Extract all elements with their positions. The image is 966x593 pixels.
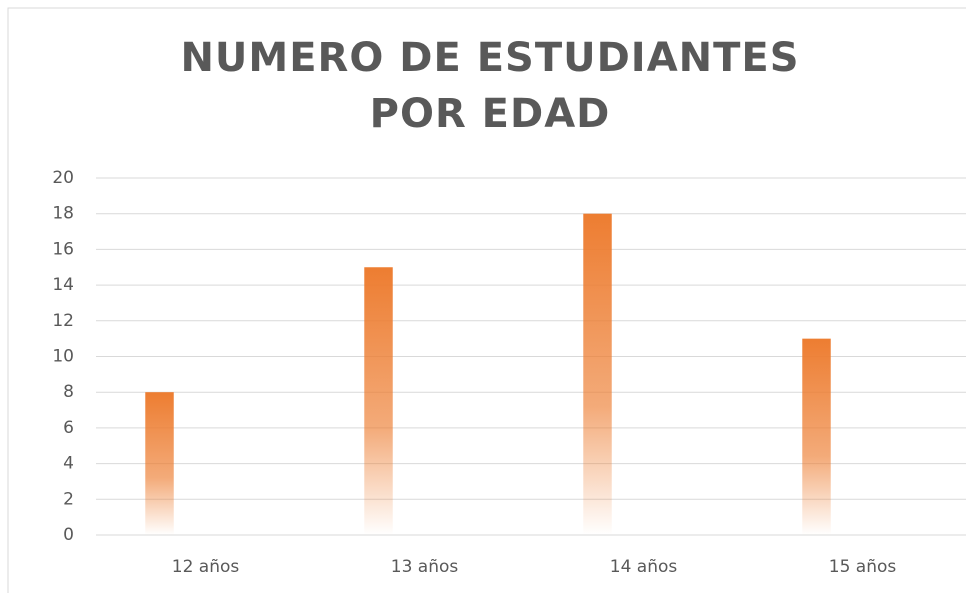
chart-border [7, 7, 966, 593]
y-tick-label: 2 [63, 489, 74, 509]
x-tick-label: 12 años [172, 557, 240, 577]
y-tick-label: 4 [63, 454, 74, 474]
x-tick-label: 15 años [829, 557, 897, 577]
y-tick-label: 18 [52, 204, 74, 224]
bar [583, 213, 612, 535]
y-tick-label: 0 [63, 525, 74, 545]
y-tick-label: 20 [52, 168, 74, 188]
bar [364, 267, 393, 535]
bar [145, 392, 174, 535]
chart-title: NUMERO DE ESTUDIANTES POR EDAD [180, 35, 800, 137]
y-tick-label: 10 [52, 347, 74, 367]
y-tick-label: 12 [52, 311, 74, 331]
y-tick-label: 6 [63, 418, 74, 438]
y-tick-label: 16 [52, 239, 74, 259]
y-tick-label: 8 [63, 382, 74, 402]
x-tick-label: 14 años [610, 557, 678, 577]
x-tick-label: 13 años [391, 557, 459, 577]
y-tick-label: 14 [52, 275, 74, 295]
bar [802, 338, 831, 535]
